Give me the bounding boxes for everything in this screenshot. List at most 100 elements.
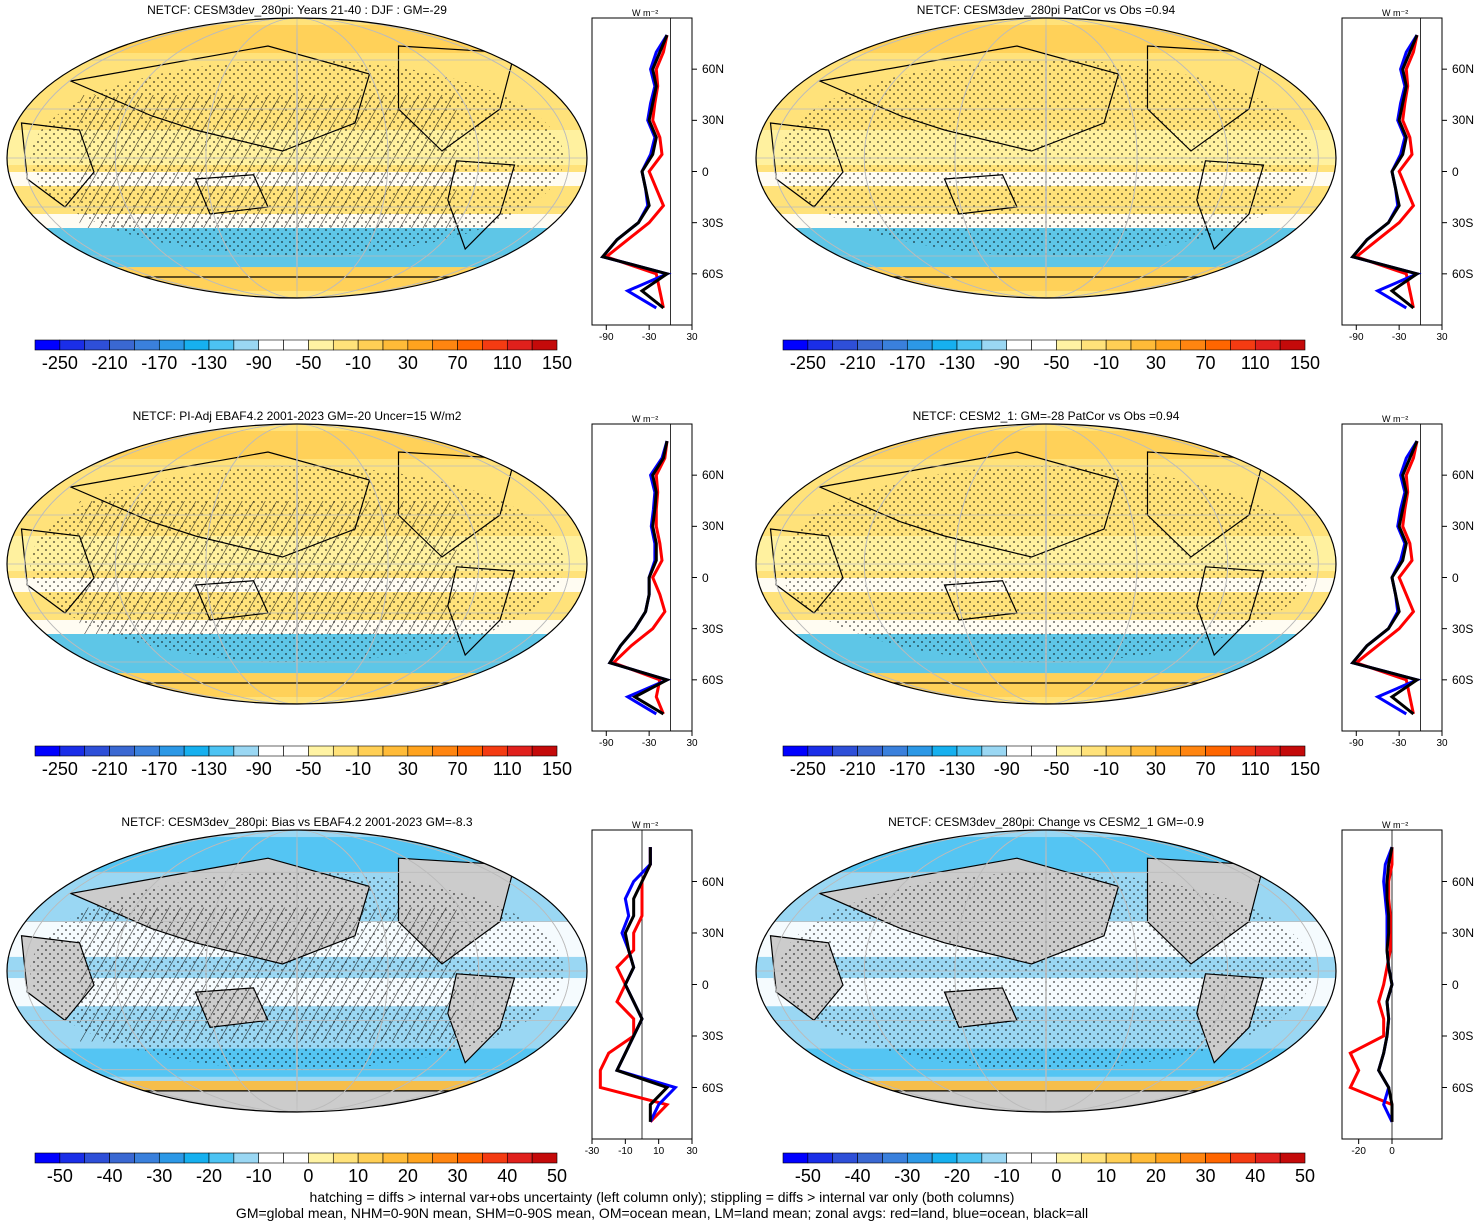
colorbar-swatch: [1205, 339, 1231, 351]
colorbar-swatch: [1080, 1152, 1107, 1164]
colorbar-swatch: [882, 339, 908, 351]
colorbar-swatch: [382, 339, 409, 351]
lat-tick-label: 60N: [702, 468, 725, 483]
zonal-profile: [1341, 17, 1447, 330]
colorbar-swatch: [931, 339, 958, 351]
colorbar-swatch: [432, 339, 458, 351]
colorbar-swatch: [183, 745, 210, 757]
colorbar-swatch: [531, 1152, 558, 1164]
colorbar-swatch: [1080, 745, 1107, 757]
colorbar-swatch: [1180, 339, 1206, 351]
colorbar-tick-label: 0: [1051, 1166, 1062, 1186]
colorbar-tick-label: -40: [844, 1166, 871, 1186]
colorbar-tick-label: 70: [447, 353, 468, 373]
colorbar-swatch: [906, 1152, 933, 1164]
colorbar-swatch: [357, 745, 384, 757]
colorbar-swatch: [482, 745, 508, 757]
colorbar-swatch: [832, 339, 858, 351]
colorbar-swatch: [882, 745, 908, 757]
footer-line-1: hatching = diffs > internal var+obs unce…: [309, 1189, 1015, 1205]
colorbar-swatch: [258, 745, 284, 757]
colorbar-swatch: [1006, 745, 1032, 757]
lat-tick-label: 30S: [1452, 1029, 1474, 1043]
colorbar-swatch: [134, 1152, 160, 1164]
footer-line-2: GM=global mean, NHM=0-90N mean, SHM=0-90…: [235, 1205, 1089, 1221]
colorbar-swatch: [857, 745, 883, 757]
colorbar-swatch: [482, 1152, 508, 1164]
colorbar-swatch: [956, 339, 983, 351]
colorbar-tick-label: -50: [295, 759, 322, 779]
continent-outline: [64, 1090, 530, 1112]
colorbar-tick-label: -210: [839, 353, 876, 373]
colorbar-tick-label: -40: [96, 1166, 123, 1186]
colorbar-tick-label: -20: [943, 1166, 971, 1186]
colorbar-swatch: [1031, 339, 1057, 351]
colorbar-tick-label: 30: [1195, 1166, 1216, 1186]
colorbar-swatch: [34, 1152, 61, 1164]
colorbar-swatch: [158, 1152, 185, 1164]
colorbar-swatch: [158, 745, 185, 757]
colorbar-swatch: [857, 339, 883, 351]
colorbar-tick-label: 0: [303, 1166, 314, 1186]
colorbar-swatch: [208, 339, 235, 351]
units-label: W m⁻²: [1382, 820, 1409, 830]
zonal-all-line: [1350, 34, 1421, 310]
map-border: [6, 829, 588, 1113]
units-label: W m⁻²: [632, 820, 659, 830]
colorbar-swatch: [931, 745, 958, 757]
colorbar-tick-label: 40: [497, 1166, 518, 1186]
colorbar-tick-label: -90: [993, 759, 1020, 779]
colorbar-swatch: [1155, 339, 1182, 351]
profile-tick-label: 10: [653, 1146, 665, 1157]
colorbar-swatch: [506, 1152, 533, 1164]
colorbar-tick-label: -210: [91, 759, 128, 779]
profile-tick-label: -90: [1349, 332, 1364, 343]
colorbar-swatch: [1180, 1152, 1206, 1164]
colorbar-swatch: [981, 339, 1008, 351]
colorbar-tick-label: 70: [447, 759, 468, 779]
profile-tick-label: 0: [1389, 1146, 1395, 1157]
colorbar-swatch: [1105, 1152, 1132, 1164]
lat-tick-label: 30N: [1452, 519, 1475, 534]
colorbar-tick-label: -30: [146, 1166, 173, 1186]
lat-tick-label: 60S: [702, 1080, 724, 1095]
colorbar-swatch: [233, 745, 260, 757]
colorbar-tick-label: 40: [1245, 1166, 1266, 1186]
lat-tick-label: 60S: [1452, 672, 1474, 687]
colorbar-swatch: [531, 745, 558, 757]
colorbar-swatch: [382, 1152, 409, 1164]
colorbar-swatch: [506, 339, 533, 351]
zonal-profile: [1341, 829, 1447, 1144]
colorbar-swatch: [882, 1152, 908, 1164]
colorbar-swatch: [1056, 339, 1082, 351]
colorbar-swatch: [357, 1152, 384, 1164]
colorbar-tick-label: -10: [245, 1166, 272, 1186]
map-panel: [755, 423, 1337, 705]
lat-tick-label: 0: [702, 570, 709, 585]
lat-tick-label: 30S: [702, 621, 724, 636]
colorbar-swatch: [1279, 339, 1306, 351]
colorbar-swatch: [531, 339, 558, 351]
colorbar-tick-label: -210: [91, 353, 128, 373]
colorbar-swatch: [1205, 1152, 1231, 1164]
colorbar: [782, 745, 1306, 757]
colorbar-swatch: [906, 745, 933, 757]
colorbar-tick-label: -10: [345, 759, 372, 779]
colorbar-tick-label: -130: [190, 759, 228, 779]
colorbar-tick-label: -90: [245, 353, 272, 373]
colorbar-swatch: [807, 745, 834, 757]
colorbar-swatch: [457, 1152, 483, 1164]
colorbar-tick-label: -90: [245, 759, 272, 779]
lat-tick-label: 0: [702, 977, 709, 992]
colorbar-tick-label: 110: [492, 353, 522, 373]
colorbar-tick-label: 50: [546, 1166, 568, 1186]
map-border: [6, 423, 588, 705]
colorbar-tick-label: -170: [889, 759, 926, 779]
colorbar-tick-label: -130: [938, 353, 976, 373]
lat-tick-label: 30S: [702, 1029, 724, 1043]
colorbar-tick-label: -50: [46, 1166, 73, 1186]
colorbar-tick-label: 30: [1145, 759, 1166, 779]
colorbar-swatch: [1254, 339, 1281, 351]
colorbar-swatch: [34, 339, 61, 351]
colorbar-swatch: [956, 1152, 983, 1164]
